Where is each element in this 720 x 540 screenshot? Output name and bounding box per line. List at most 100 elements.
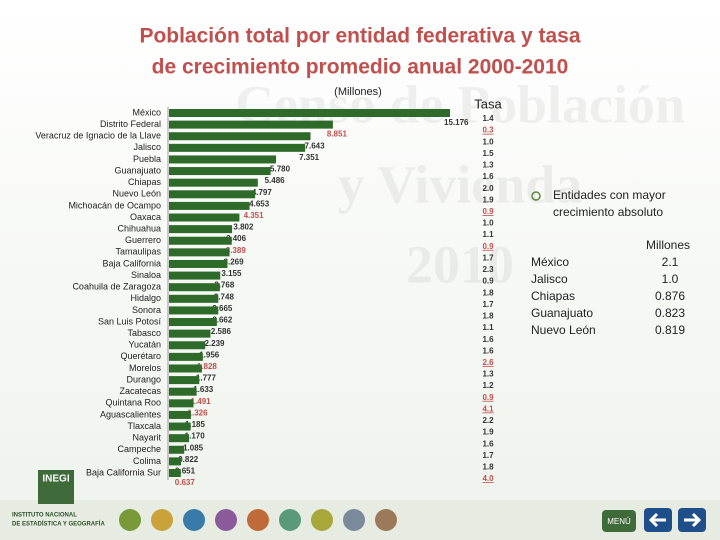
value-label: 4.653 xyxy=(249,199,270,208)
value-label: 2.768 xyxy=(214,281,235,290)
icon[interactable] xyxy=(183,509,205,531)
panel-title: crecimiento absoluto xyxy=(553,205,663,219)
category-label: Querétaro xyxy=(120,351,161,361)
next-arrow xyxy=(684,512,702,528)
value-label: 1.170 xyxy=(185,432,206,441)
category-label: Quintana Roo xyxy=(105,398,161,408)
category-label: Hidalgo xyxy=(130,293,161,303)
rate: 2.3 xyxy=(482,265,494,274)
category-label: Tlaxcala xyxy=(127,421,161,431)
bar xyxy=(169,445,185,454)
value-label: 3.389 xyxy=(226,246,247,255)
icon[interactable] xyxy=(119,509,141,531)
bar xyxy=(169,143,306,152)
category-label: Chiapas xyxy=(128,177,162,187)
panel-name: México xyxy=(531,255,569,269)
bar xyxy=(169,225,233,234)
bar xyxy=(169,213,240,222)
icon[interactable] xyxy=(343,509,365,531)
menu-label[interactable]: MENÚ xyxy=(607,517,631,526)
watermark: y Vivienda xyxy=(338,154,583,214)
bar xyxy=(169,283,220,292)
bar xyxy=(169,190,256,199)
category-label: Nayarit xyxy=(132,433,161,443)
icon[interactable] xyxy=(247,509,269,531)
bar xyxy=(169,376,200,385)
value-label: 1.828 xyxy=(197,362,218,371)
value-label: 0.637 xyxy=(175,478,196,487)
icon[interactable] xyxy=(311,509,333,531)
value-label: 4.797 xyxy=(252,188,273,197)
category-label: Colima xyxy=(133,456,161,466)
icon[interactable] xyxy=(375,509,397,531)
category-label: Sinaloa xyxy=(131,270,161,280)
bar xyxy=(169,352,203,361)
rate: 1.0 xyxy=(482,219,494,228)
category-label: Oaxaca xyxy=(130,212,161,222)
logo-box xyxy=(38,470,74,504)
rate: 0.9 xyxy=(482,277,494,286)
category-label: Zacatecas xyxy=(119,386,161,396)
icon[interactable] xyxy=(215,509,237,531)
icon[interactable] xyxy=(279,509,301,531)
category-label: Distrito Federal xyxy=(100,119,161,129)
back-arrow xyxy=(648,512,666,528)
rate: 1.5 xyxy=(482,149,494,158)
rate: 4.0 xyxy=(482,474,494,483)
rate: 0.3 xyxy=(482,126,494,135)
rate: 1.8 xyxy=(482,312,494,321)
bar xyxy=(169,271,221,280)
value-label: 2.586 xyxy=(211,327,232,336)
watermark: 2010 xyxy=(406,234,514,294)
value-label: 7.643 xyxy=(305,141,326,150)
value-label: 2.239 xyxy=(204,339,225,348)
value-label: 2.665 xyxy=(212,304,233,313)
bar xyxy=(169,410,191,419)
rate: 1.6 xyxy=(482,335,494,344)
rate: 1.7 xyxy=(482,451,494,460)
bar xyxy=(169,341,206,350)
rate: 1.8 xyxy=(482,462,494,471)
category-label: Jalisco xyxy=(133,142,161,152)
value-label: 5.486 xyxy=(265,176,286,185)
bar xyxy=(169,364,202,373)
category-label: México xyxy=(132,107,161,117)
value-label: 3.406 xyxy=(226,234,247,243)
value-label: 1.085 xyxy=(183,443,204,452)
rate: 1.9 xyxy=(482,428,494,437)
panel-name: Chiapas xyxy=(531,289,575,303)
value-label: 0.822 xyxy=(178,455,199,464)
category-label: Guanajuato xyxy=(114,165,161,175)
value-label: 15.176 xyxy=(444,118,469,127)
rate: 0.9 xyxy=(482,207,494,216)
value-label: 3.269 xyxy=(224,257,245,266)
rate: 1.6 xyxy=(482,172,494,181)
panel-value: 2.1 xyxy=(662,255,679,269)
rate: 1.6 xyxy=(482,346,494,355)
category-label: Campeche xyxy=(117,444,161,454)
category-label: Chihuahua xyxy=(117,224,161,234)
panel-value: 0.876 xyxy=(655,289,685,303)
institute: DE ESTADÍSTICA Y GEOGRAFÍA xyxy=(12,520,105,528)
value-label: 1.633 xyxy=(193,385,214,394)
menu-button[interactable] xyxy=(602,510,636,532)
value-label: 1.956 xyxy=(199,350,220,359)
rate: 2.0 xyxy=(482,184,494,193)
category-label: Baja California Sur xyxy=(86,467,161,477)
bar xyxy=(169,248,230,257)
bar xyxy=(169,434,190,443)
value-label: 2.662 xyxy=(212,316,233,325)
rate-title: Tasa xyxy=(474,96,502,111)
category-label: Baja California xyxy=(102,258,161,268)
category-label: Puebla xyxy=(133,154,161,164)
icon[interactable] xyxy=(151,509,173,531)
bar xyxy=(169,155,277,164)
bar xyxy=(169,457,182,466)
category-label: Morelos xyxy=(129,363,162,373)
bar xyxy=(169,469,181,477)
panel-value: 0.823 xyxy=(655,306,685,320)
category-label: Nuevo León xyxy=(112,189,161,199)
category-label: San Luis Potosí xyxy=(98,316,162,326)
category-label: Yucatán xyxy=(128,340,161,350)
